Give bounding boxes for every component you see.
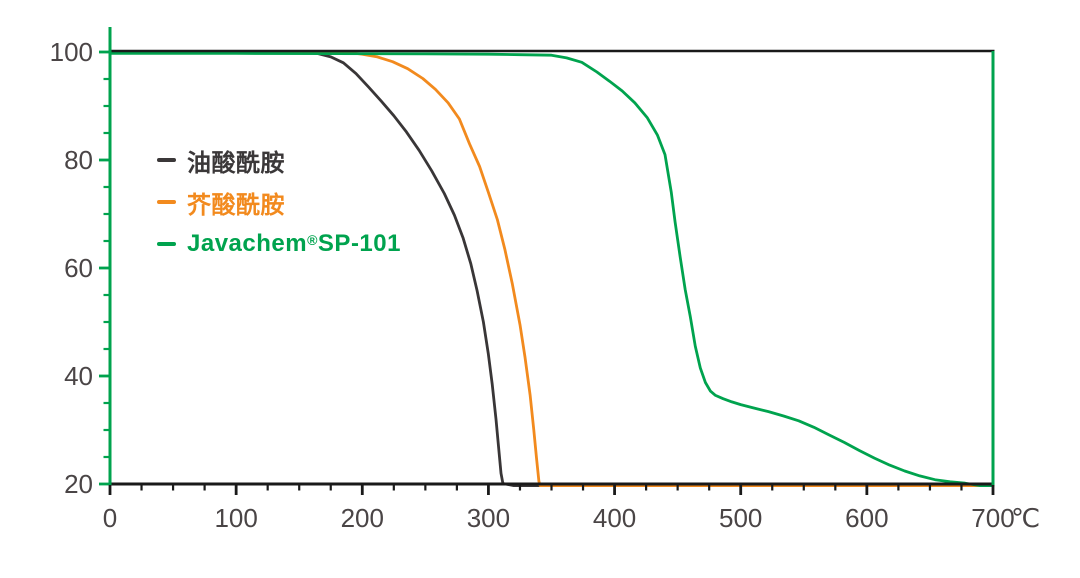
legend-label-oleamide: 油酸酰胺 [187,149,285,177]
curves [108,50,995,487]
y-ticks: 20 40 60 80 100 [50,37,109,499]
legend-dash-icon [157,158,176,162]
x-tick-label: 200 [341,503,384,533]
axes [108,27,995,486]
y-tick-label: 100 [50,37,93,67]
legend: 油酸酰胺 芥酸酰胺 Javachem®SP-101 [157,144,401,270]
legend-dash-icon [157,242,176,246]
y-tick-label: 40 [64,361,93,391]
legend-item-erucamide: 芥酸酰胺 [157,186,401,219]
curve-3 [108,52,995,487]
y-tick-label: 60 [64,253,93,283]
x-tick-label: 500 [719,503,762,533]
legend-dash-icon [157,200,176,204]
legend-item-javachem-sp101: Javachem®SP-101 [157,228,401,260]
x-tick-label: 100 [214,503,257,533]
x-tick-label: 400 [593,503,636,533]
x-ticks: 0 100 200 300 400 500 600 700℃ [103,485,1040,533]
legend-item-oleamide: 油酸酰胺 [157,144,401,177]
curve-2 [108,50,995,487]
x-tick-label: 0 [103,503,117,533]
x-tick-label: 700 [971,503,1014,533]
x-tick-label: 300 [467,503,510,533]
curve-1 [108,50,995,487]
y-tick-label: 80 [64,145,93,175]
x-axis-unit-label: ℃ [1011,503,1040,533]
legend-label-javachem-sp101: Javachem®SP-101 [187,230,401,257]
legend-label-erucamide: 芥酸酰胺 [187,191,285,219]
x-tick-label: 600 [845,503,888,533]
y-tick-label: 20 [64,469,93,499]
